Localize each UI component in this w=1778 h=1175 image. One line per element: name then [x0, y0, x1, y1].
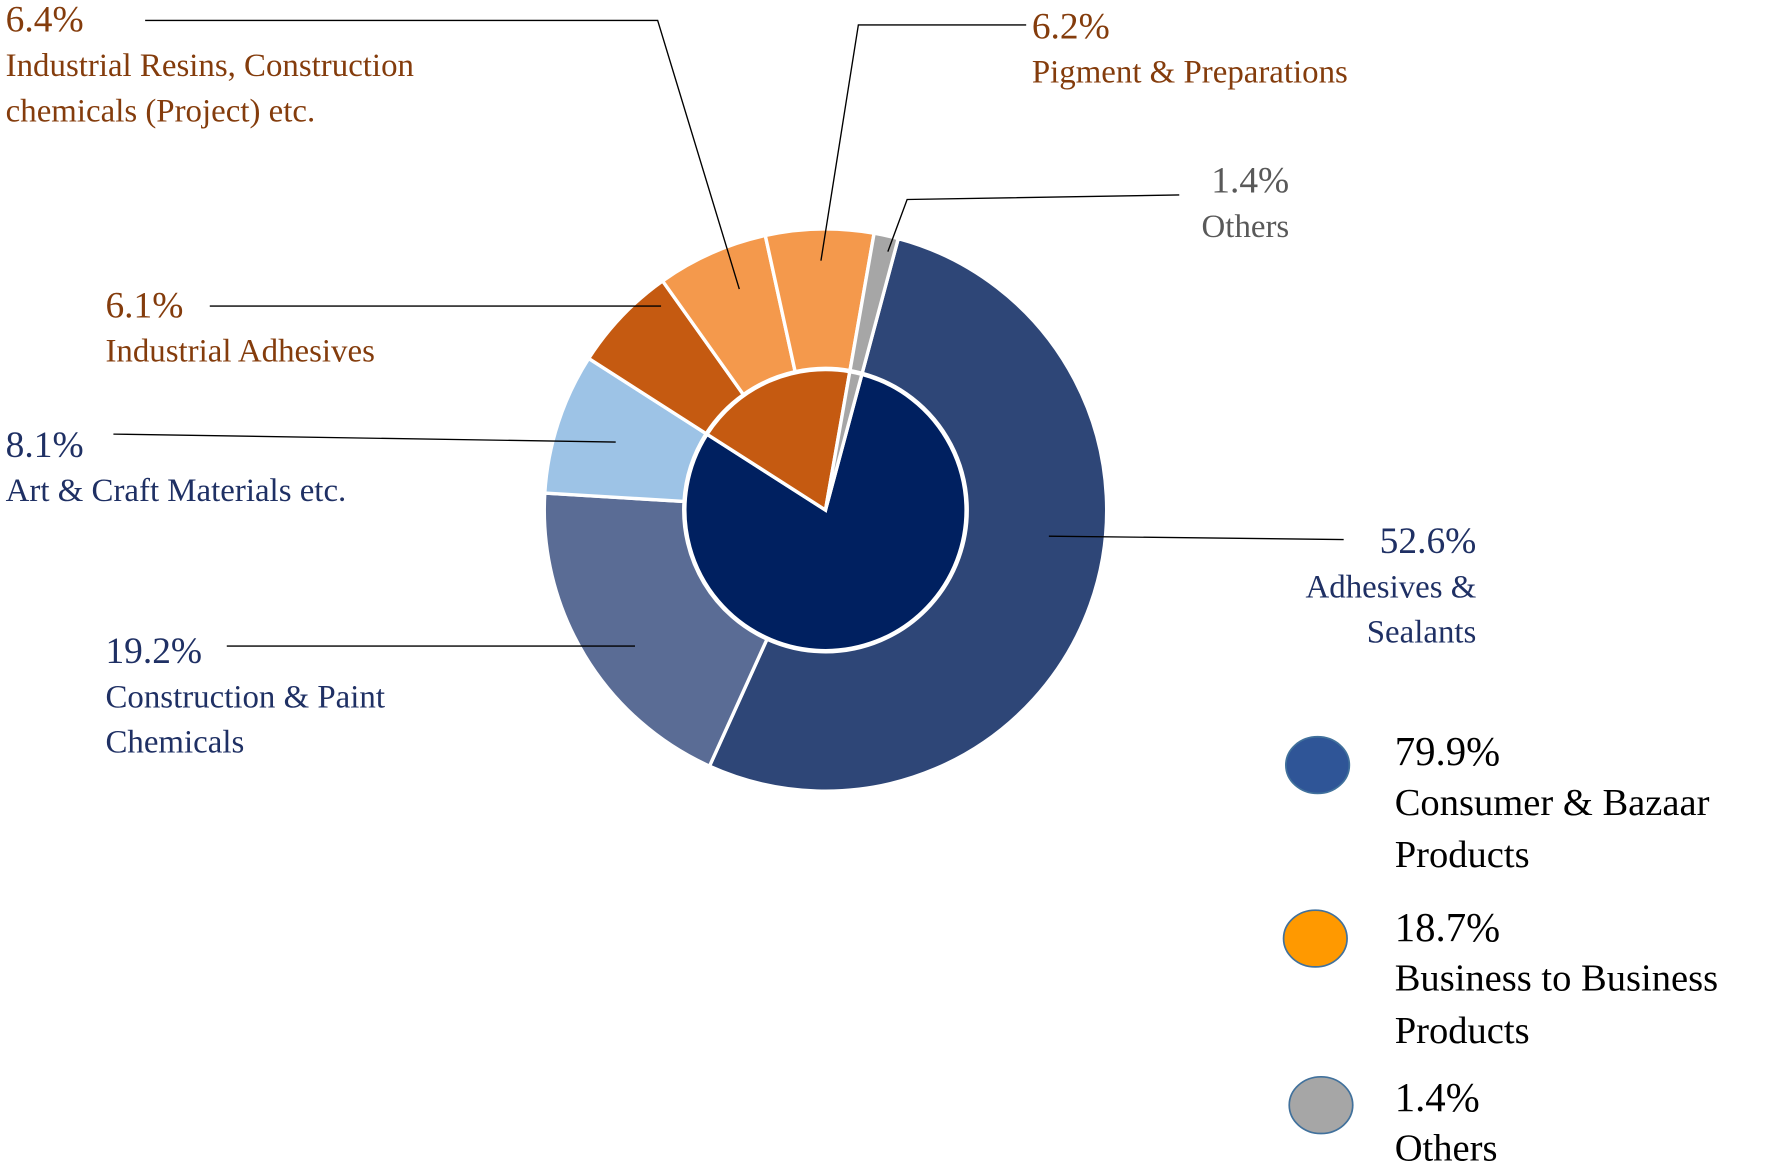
- slice-category: Industrial Adhesives: [105, 333, 375, 370]
- legend-value-label: 18.7%: [1394, 904, 1501, 950]
- legend-value-label: 79.9%: [1394, 728, 1501, 775]
- leader-line: [820, 24, 1027, 261]
- slice-value-label: 19.2%: [105, 631, 203, 673]
- slice-label: 8.1% Art & Craft Materials etc.: [6, 423, 482, 514]
- slice-label: 6.4% Industrial Resins, Construction chem…: [6, 0, 539, 134]
- slice-category: Others: [1201, 208, 1290, 245]
- slice-category: Art & Craft Materials etc.: [5, 472, 347, 509]
- slice-label: 52.6% Adhesives & Sealants: [1216, 519, 1477, 655]
- leader-line: [887, 194, 1180, 252]
- legend-value-label: 1.4%: [1394, 1074, 1480, 1120]
- slice-category: Industrial Resins, Construction chemical…: [5, 47, 414, 130]
- legend-label: Others: [1394, 1127, 1498, 1170]
- slice-value-label: 6.2%: [1031, 6, 1110, 48]
- leader-line: [1048, 535, 1344, 541]
- legend-entry: 79.9% Consumer & Bazaar Products: [1395, 725, 1778, 881]
- legend-label: Business to Business Products: [1394, 957, 1719, 1052]
- slice-label: 6.2% Pigment & Preparations: [1032, 5, 1508, 96]
- leader-line: [113, 433, 616, 443]
- slice-value-label: 8.1%: [5, 425, 84, 466]
- legend-label: Consumer & Bazaar Products: [1394, 782, 1710, 877]
- legend-entry: 1.4% Others: [1395, 1071, 1778, 1175]
- outer-slice: [707, 236, 1109, 793]
- donut: [542, 227, 1109, 793]
- legend-entry: 18.7% Business to Business Products: [1395, 901, 1778, 1057]
- slice-label: 6.1% Industrial Adhesives: [105, 283, 559, 374]
- outer-slice: [848, 231, 901, 376]
- slice-value-label: 6.4%: [5, 0, 84, 41]
- slice-value-label: 1.4%: [1211, 160, 1290, 202]
- slice-label: 1.4% Others: [1062, 159, 1290, 250]
- slice-label: 19.2% Construction & Paint Chemicals: [105, 629, 422, 765]
- slice-value-label: 52.6%: [1379, 521, 1477, 563]
- leader-line: [145, 19, 740, 290]
- legend-marker: [1282, 909, 1348, 968]
- leader-lines: [113, 19, 1344, 647]
- slice-category: Construction & Paint Chemicals: [105, 678, 385, 761]
- slice-category: Adhesives & Sealants: [1305, 569, 1477, 651]
- outer-slice: [542, 491, 770, 769]
- slice-category: Pigment & Preparations: [1031, 54, 1348, 91]
- slice-value-label: 6.1%: [105, 285, 184, 327]
- legend-marker: [1288, 1075, 1354, 1135]
- legend-marker: [1284, 735, 1351, 795]
